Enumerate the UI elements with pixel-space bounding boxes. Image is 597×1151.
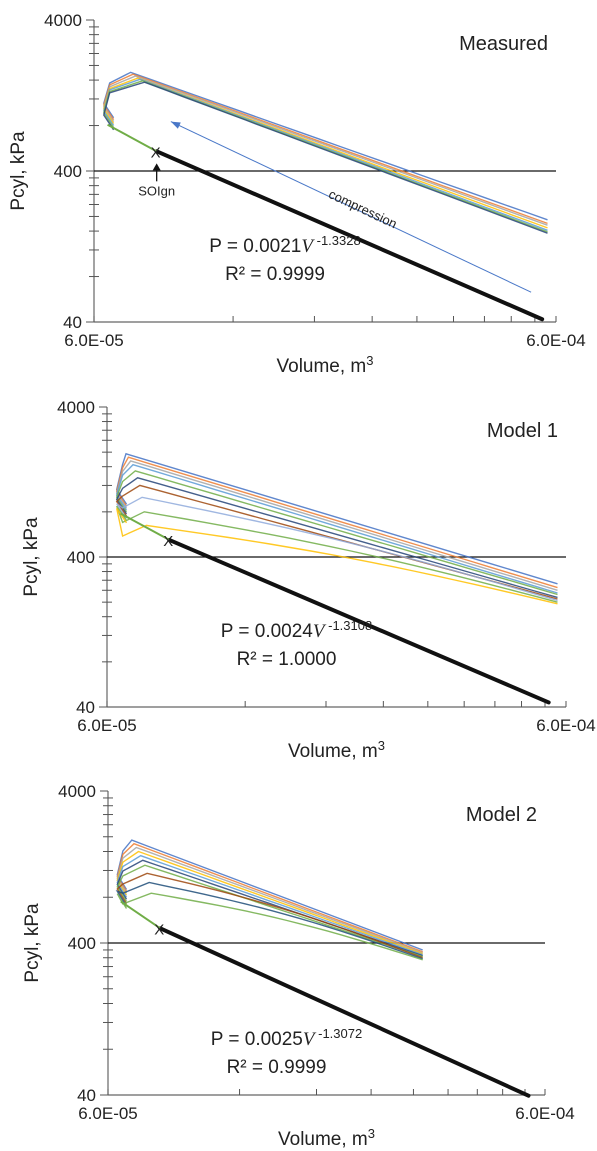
compression-fit-line bbox=[154, 149, 545, 322]
fit-r2: R² = 1.0000 bbox=[237, 649, 337, 670]
x-tick-label: 6.0E-05 bbox=[64, 331, 124, 350]
x-axis-title-sup: 3 bbox=[368, 1126, 375, 1141]
x-axis-title-sup: 3 bbox=[366, 353, 373, 368]
x-axis-title: Volume, m3 bbox=[277, 353, 374, 378]
cycle-trace bbox=[116, 846, 423, 954]
cycle-trace bbox=[116, 508, 558, 605]
y-tick-label: 40 bbox=[63, 313, 82, 332]
soign-label: SOIgn bbox=[138, 183, 175, 198]
chart-measured: 40 400 4000 6.0E-05 6.0E-04 Volume, m3 Pcyl, k… bbox=[8, 11, 586, 378]
chart-title: Model 1 bbox=[487, 420, 558, 442]
cycle-trace bbox=[116, 892, 423, 961]
x-axis-title: Volume, m3 bbox=[278, 1126, 375, 1151]
x-tick-label: 6.0E-05 bbox=[78, 1104, 138, 1123]
cycle-trace bbox=[103, 71, 548, 221]
chart-title: Measured bbox=[459, 33, 548, 55]
cycle-trace bbox=[116, 505, 558, 603]
x-tick-label: 6.0E-04 bbox=[515, 1104, 575, 1123]
cycle-trace bbox=[103, 81, 548, 234]
cycle-trace bbox=[116, 854, 423, 956]
cycle-trace bbox=[116, 872, 423, 959]
y-tick-label: 400 bbox=[67, 548, 95, 567]
soign-marker: X bbox=[151, 144, 161, 161]
compression-tail bbox=[107, 123, 158, 153]
compression-label: compression bbox=[326, 186, 399, 231]
y-tick-label: 40 bbox=[77, 1086, 96, 1105]
chart-model-1: 40 400 4000 6.0E-05 6.0E-04 Volume, m3 Pcyl, k… bbox=[21, 398, 596, 763]
cycle-trace bbox=[103, 73, 548, 225]
soign-marker: X bbox=[163, 533, 173, 550]
x-tick-label: 6.0E-04 bbox=[536, 716, 596, 735]
fit-r2: R² = 0.9999 bbox=[225, 264, 325, 285]
chart-model-2: 40 400 4000 6.0E-05 6.0E-04 Volume, m3 Pcyl, k… bbox=[22, 782, 575, 1151]
cycle-trace bbox=[103, 75, 548, 226]
y-axis-title: Pcyl, kPa bbox=[22, 903, 43, 983]
fit-variable: V bbox=[313, 621, 327, 642]
x-axis-title-sup: 3 bbox=[378, 738, 385, 753]
soign-arrowhead bbox=[152, 163, 161, 171]
compression-fit-line bbox=[158, 926, 531, 1098]
fit-equation: P = 0.0024V -1.3108 bbox=[221, 618, 372, 643]
cycle-trace bbox=[115, 460, 558, 591]
y-tick-label: 4000 bbox=[57, 398, 95, 417]
fit-equation: P = 0.0025V -1.3072 bbox=[211, 1026, 362, 1051]
cycle-trace bbox=[115, 477, 558, 599]
cycle-trace bbox=[115, 452, 558, 585]
cycle-trace bbox=[115, 881, 423, 960]
y-tick-label: 400 bbox=[54, 162, 82, 181]
fit-exponent: -1.3328 bbox=[313, 233, 361, 248]
cycle-trace bbox=[116, 839, 423, 951]
cycle-trace bbox=[116, 842, 423, 953]
y-tick-label: 40 bbox=[76, 698, 95, 717]
cycle-trace bbox=[115, 456, 558, 589]
cycle-trace bbox=[116, 864, 423, 958]
y-tick-label: 400 bbox=[68, 934, 96, 953]
fit-equation: P = 0.0021V -1.3328 bbox=[209, 233, 360, 258]
compression-tail bbox=[120, 512, 170, 541]
cycle-trace bbox=[115, 463, 558, 594]
soign-marker: X bbox=[154, 921, 164, 938]
cycle-trace bbox=[103, 78, 548, 231]
y-tick-label: 4000 bbox=[44, 11, 82, 30]
fit-r2: R² = 0.9999 bbox=[227, 1057, 327, 1078]
compression-fit-line bbox=[167, 537, 551, 705]
compression-arrowhead bbox=[170, 121, 181, 129]
fit-variable: V bbox=[301, 236, 315, 257]
fit-exponent: -1.3108 bbox=[325, 618, 373, 633]
cycle-trace bbox=[115, 470, 558, 596]
y-tick-label: 4000 bbox=[58, 782, 96, 801]
y-axis-title: Pcyl, kPa bbox=[8, 131, 29, 211]
y-axis-title: Pcyl, kPa bbox=[21, 517, 42, 597]
cycle-trace bbox=[115, 484, 558, 600]
fit-exponent: -1.3072 bbox=[315, 1026, 363, 1041]
cycle-trace bbox=[116, 850, 423, 955]
fit-variable: V bbox=[303, 1029, 317, 1050]
compression-tail bbox=[120, 900, 161, 930]
cycle-trace bbox=[116, 496, 558, 602]
x-tick-label: 6.0E-05 bbox=[77, 716, 137, 735]
chart-title: Model 2 bbox=[466, 804, 537, 826]
compression-arrow bbox=[170, 121, 532, 293]
x-axis-title: Volume, m3 bbox=[288, 738, 385, 763]
x-tick-label: 6.0E-04 bbox=[526, 331, 586, 350]
